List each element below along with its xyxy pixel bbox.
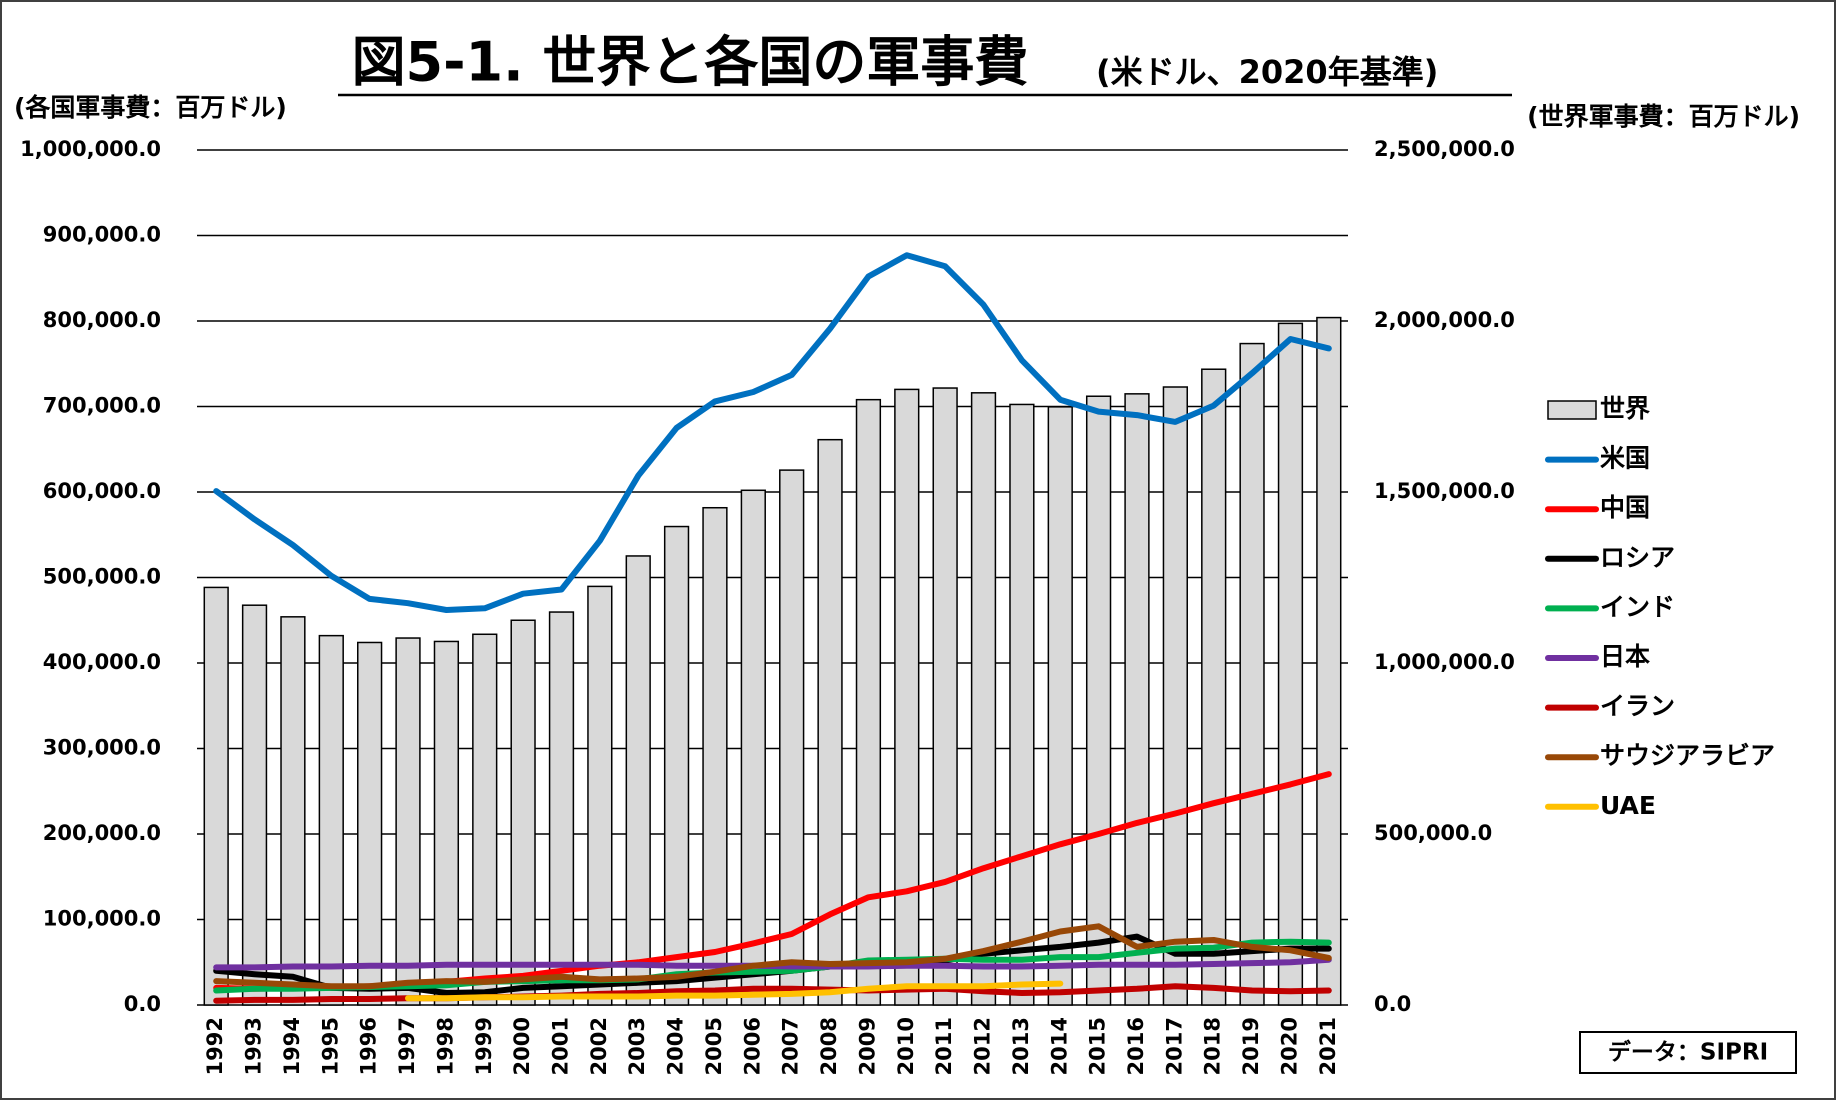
bar [1124, 393, 1150, 1006]
y-tick-label: 300,000.0 [43, 736, 161, 760]
bar [1277, 322, 1304, 1006]
x-tick-label: 2021 [1316, 1017, 1340, 1075]
y2-tick-label: 2,500,000.0 [1374, 137, 1515, 161]
x-tick-label: 2009 [855, 1017, 879, 1075]
x-tick-label: 2008 [817, 1017, 841, 1075]
y-tick-label: 200,000.0 [43, 821, 161, 845]
x-tick-label: 2006 [740, 1017, 764, 1075]
x-tick-label: 2000 [510, 1017, 534, 1075]
legend-label: イラン [1600, 692, 1675, 721]
bar [740, 489, 766, 1006]
y-tick-label: 1,000,000.0 [20, 137, 161, 161]
y-tick-label: 400,000.0 [43, 650, 161, 674]
bar [894, 388, 920, 1006]
bar [932, 387, 958, 1006]
legend-label: サウジアラビア [1600, 741, 1775, 770]
y-tick-label: 100,000.0 [43, 907, 161, 931]
x-tick-label: 1993 [242, 1017, 266, 1075]
y-tick-label: 600,000.0 [43, 479, 161, 503]
bar [625, 555, 651, 1006]
x-tick-label: 1992 [203, 1017, 227, 1075]
x-tick-label: 2014 [1047, 1017, 1071, 1075]
bar [1047, 406, 1073, 1006]
bar [357, 641, 383, 1006]
x-tick-label: 2003 [625, 1017, 649, 1075]
bar [779, 469, 805, 1006]
legend-label: UAE [1600, 791, 1656, 820]
bar [241, 604, 268, 1006]
source-note: データ：SIPRI [1608, 1039, 1768, 1066]
y-axis-label: (各国軍事費：百万ドル) [14, 93, 287, 122]
y2-tick-label: 2,000,000.0 [1374, 308, 1515, 332]
bar [1162, 386, 1188, 1006]
x-tick-label: 1994 [280, 1017, 304, 1075]
bar [970, 392, 997, 1006]
y2-tick-label: 500,000.0 [1374, 821, 1492, 845]
y-tick-label: 700,000.0 [43, 394, 161, 418]
y-tick-label: 500,000.0 [43, 565, 161, 589]
x-tick-label: 2012 [971, 1017, 995, 1075]
x-tick-label: 2005 [702, 1017, 726, 1075]
legend-label: 中国 [1600, 493, 1650, 522]
x-tick-label: 2018 [1201, 1017, 1225, 1075]
line [213, 983, 1332, 1004]
bar [280, 616, 306, 1006]
bar [817, 438, 843, 1006]
x-tick-label: 2016 [1124, 1017, 1148, 1075]
x-tick-label: 2007 [779, 1017, 803, 1075]
y2-tick-label: 1,500,000.0 [1374, 479, 1515, 503]
bar [1201, 368, 1227, 1006]
x-tick-label: 2017 [1162, 1017, 1186, 1075]
line [213, 923, 1332, 990]
source-box [1579, 1031, 1797, 1074]
x-tick-label: 2019 [1239, 1017, 1263, 1075]
x-tick-label: 2001 [548, 1017, 572, 1075]
bar [702, 506, 728, 1006]
legend-label: 世界 [1600, 394, 1650, 423]
x-tick-label: 2015 [1086, 1017, 1110, 1075]
legend-label: 日本 [1600, 642, 1650, 671]
bar [433, 640, 460, 1006]
bar [1009, 403, 1035, 1006]
y2-tick-label: 1,000,000.0 [1374, 650, 1515, 674]
x-tick-label: 1998 [433, 1017, 457, 1075]
legend-swatch [1547, 400, 1597, 420]
y2-axis-label: (世界軍事費：百万ドル) [1527, 102, 1800, 131]
bar [548, 611, 575, 1006]
x-tick-label: 2002 [587, 1017, 611, 1075]
bar [587, 585, 613, 1006]
bar [510, 619, 536, 1006]
y-tick-label: 900,000.0 [43, 223, 161, 247]
y-tick-label: 800,000.0 [43, 308, 161, 332]
bar [855, 398, 882, 1006]
bar [1239, 342, 1265, 1006]
bar [1085, 395, 1112, 1006]
bar [1316, 316, 1342, 1006]
x-tick-label: 2004 [664, 1017, 688, 1075]
x-tick-label: 2011 [932, 1017, 956, 1075]
bar [318, 634, 344, 1006]
x-tick-label: 1996 [357, 1017, 381, 1075]
legend-label: 米国 [1600, 444, 1650, 473]
bar [395, 637, 421, 1006]
chart-title: 図5-1. 世界と各国の軍事費 [352, 31, 1029, 94]
x-tick-label: 2013 [1009, 1017, 1033, 1075]
legend-label: インド [1600, 592, 1675, 621]
bar [663, 525, 690, 1006]
bar [203, 586, 229, 1006]
line [213, 252, 1332, 613]
bar [472, 633, 498, 1006]
x-tick-label: 2020 [1277, 1017, 1301, 1075]
legend-label: ロシア [1600, 543, 1675, 572]
y2-tick-label: 0.0 [1374, 992, 1411, 1016]
x-tick-label: 1997 [395, 1017, 419, 1075]
x-tick-label: 2010 [894, 1017, 918, 1075]
line [405, 980, 1064, 1002]
chart-subtitle: (米ドル、2020年基準) [1096, 53, 1438, 91]
x-tick-label: 1995 [318, 1017, 342, 1075]
y-tick-label: 0.0 [124, 992, 161, 1016]
x-tick-label: 1999 [472, 1017, 496, 1075]
